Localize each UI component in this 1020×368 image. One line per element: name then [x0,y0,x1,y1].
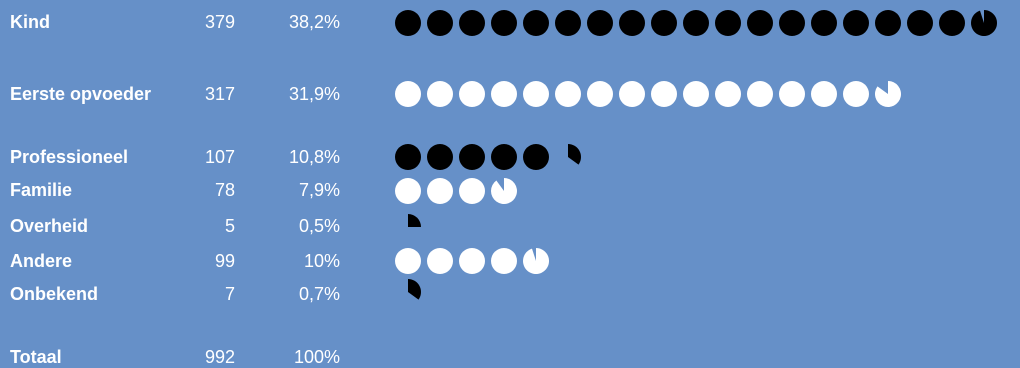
dot-mark [619,81,645,107]
dot-mark [971,9,998,36]
dot-mark [811,81,837,107]
dot-mark [939,10,965,36]
category-percent: 7,9% [298,180,340,200]
dot-mark [491,248,517,274]
dot-mark [907,10,933,36]
dot-mark [568,144,582,165]
dot-mark [427,81,453,107]
total-count: 992 [204,347,235,367]
category-percent: 0,5% [298,216,340,236]
dot-mark [395,248,421,274]
total-percent: 100% [293,347,340,367]
dot-mark [843,81,869,107]
dot-mark [779,10,805,36]
dot-mark [619,10,645,36]
dot-mark [875,10,901,36]
dot-mark [779,81,805,107]
category-percent: 10,8% [288,147,340,167]
category-label: Kind [10,12,50,32]
category-count: 99 [214,251,235,271]
dot-mark [555,81,581,107]
dot-mark [523,81,549,107]
dot-mark [651,81,677,107]
category-count: 107 [204,147,235,167]
category-label: Overheid [10,216,89,236]
category-label: Eerste opvoeder [10,84,152,104]
category-label: Onbekend [10,284,99,304]
dot-mark [427,178,453,204]
category-percent: 0,7% [298,284,340,304]
dot-mark [427,248,453,274]
category-count: 379 [204,12,235,32]
dot-mark [459,10,485,36]
dot-mark [491,144,517,170]
dot-mark [874,81,901,107]
dot-mark [811,10,837,36]
dot-mark [715,10,741,36]
dot-mark [747,81,773,107]
category-label: Professioneel [10,147,129,167]
dot-mark [490,178,517,205]
dot-mark [523,248,550,274]
dot-mark [523,10,549,36]
category-label: Andere [10,251,73,271]
total-label: Totaal [10,347,62,367]
dot-mark [459,144,485,170]
category-count: 7 [224,284,235,304]
dot-mark [843,10,869,36]
dot-mark [491,81,517,107]
category-count: 5 [224,216,235,236]
dot-mark [395,178,421,204]
dot-mark [555,10,581,36]
dot-mark [408,279,422,300]
dot-mark [747,10,773,36]
category-count: 317 [204,84,235,104]
dot-mark [459,178,485,204]
dot-mark [427,144,453,170]
dot-mark [523,144,549,170]
dot-mark [587,81,613,107]
dot-mark [459,81,485,107]
dot-mark [395,10,421,36]
dot-mark [651,10,677,36]
category-percent: 31,9% [288,84,340,104]
category-percent: 10% [303,251,340,271]
dot-mark [395,144,421,170]
dot-mark [683,10,709,36]
category-label: Familie [10,180,73,200]
category-count: 78 [214,180,235,200]
dot-mark [459,248,485,274]
category-percent: 38,2% [288,12,340,32]
dot-mark [395,81,421,107]
dot-mark [683,81,709,107]
dot-mark [427,10,453,36]
dot-mark [408,214,421,227]
dot-mark [491,10,517,36]
dot-mark [715,81,741,107]
dot-mark [587,10,613,36]
